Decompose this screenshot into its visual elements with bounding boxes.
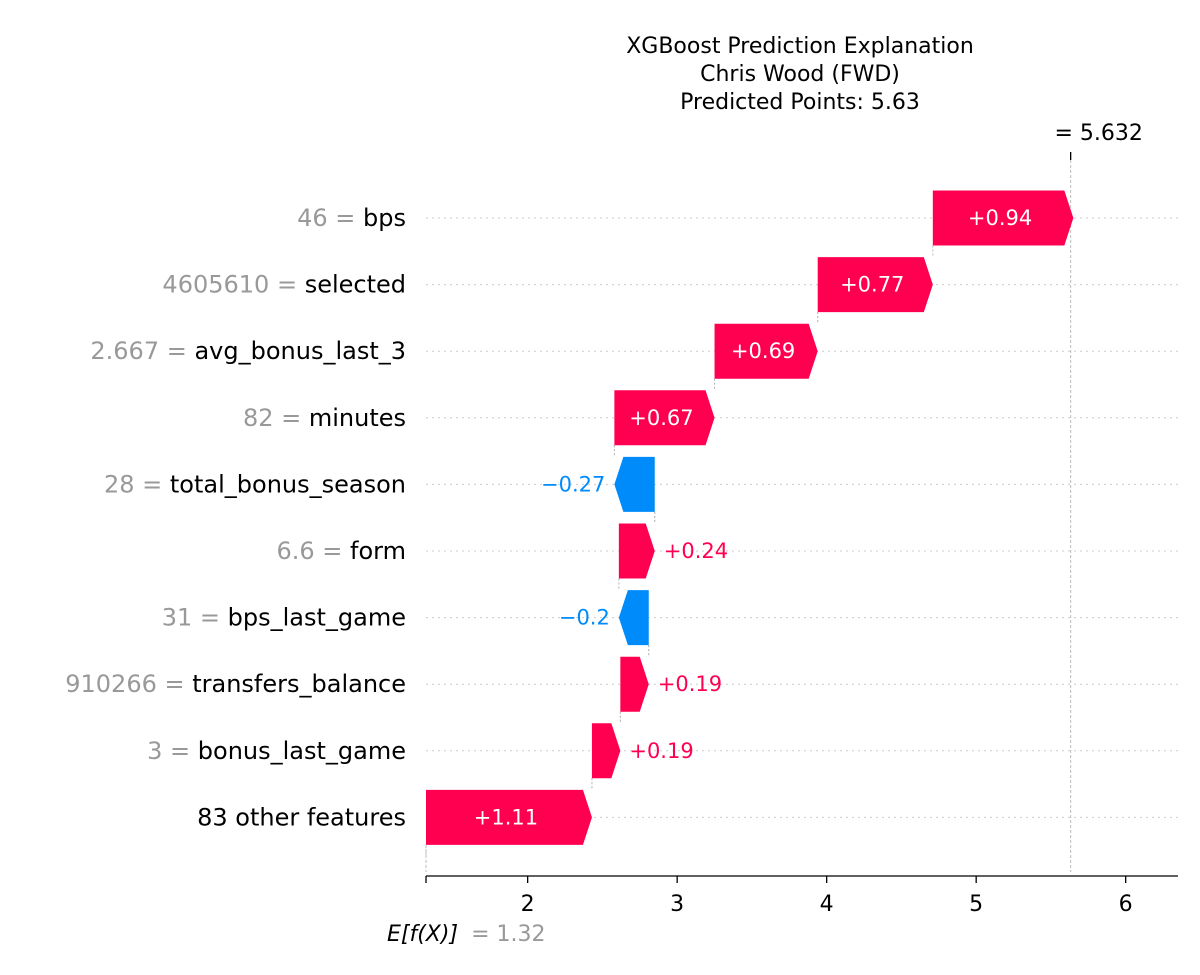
bar-label-8: +0.19 — [658, 672, 722, 696]
feature-name: selected — [305, 271, 406, 299]
bar-label-1: +0.94 — [968, 206, 1032, 230]
title-line-1: XGBoost Prediction Explanation — [626, 34, 974, 59]
feature-label-4: 82 = minutes — [243, 404, 406, 432]
bar-9 — [591, 723, 621, 779]
bar-label-6: +0.24 — [664, 539, 728, 563]
bar-label-2: +0.77 — [840, 273, 904, 297]
feature-label-2: 4605610 = selected — [162, 271, 406, 299]
feature-label-10: 83 other features — [197, 803, 406, 831]
feature-value: 46 = — [297, 204, 363, 232]
feature-label-1: 46 = bps — [297, 204, 406, 232]
bar-4 — [614, 390, 715, 446]
feature-name: bps — [363, 204, 406, 232]
bar-5 — [614, 456, 655, 512]
base-value: = 1.32 — [471, 922, 545, 947]
feature-value: 82 = — [243, 404, 309, 432]
feature-value: 3 = — [147, 737, 198, 765]
feature-value: 31 = — [162, 604, 228, 632]
feature-label-3: 2.667 = avg_bonus_last_3 — [90, 337, 406, 365]
prediction-label: = 5.632 — [1054, 121, 1142, 146]
feature-label-6: 6.6 = form — [276, 537, 406, 565]
feature-name: bps_last_game — [228, 604, 406, 632]
x-tick-label: 4 — [820, 892, 834, 917]
x-tick-label: 2 — [521, 892, 535, 917]
feature-value: 4605610 = — [162, 271, 304, 299]
feature-label-7: 31 = bps_last_game — [162, 604, 406, 632]
bar-3 — [714, 323, 818, 379]
bar-7 — [618, 590, 649, 646]
feature-name: avg_bonus_last_3 — [194, 337, 406, 365]
bar-2 — [817, 257, 933, 313]
base-symbol: E[f(X)] — [387, 922, 458, 947]
feature-value: 2.667 = — [90, 337, 194, 365]
chart-title: XGBoost Prediction Explanation Chris Woo… — [626, 34, 974, 115]
bar-label-10: +1.11 — [474, 805, 538, 829]
connector-lines — [425, 155, 1072, 872]
feature-name: transfers_balance — [192, 670, 406, 698]
x-tick-label: 5 — [969, 892, 983, 917]
feature-name: minutes — [309, 404, 406, 432]
feature-labels: 46 = bps 4605610 = selected 2.667 = avg_bo… — [65, 204, 406, 831]
feature-name: form — [350, 537, 406, 565]
row-gridlines — [426, 217, 1178, 818]
feature-name: total_bonus_season — [170, 470, 406, 498]
bars: +0.94 +0.77 +0.69 +0.67 −0.27 +0.24 −0.2 +0.19 +… — [426, 190, 1074, 845]
feature-value: 28 = — [104, 470, 170, 498]
title-line-2: Chris Wood (FWD) — [700, 62, 900, 87]
feature-label-8: 910266 = transfers_balance — [65, 670, 406, 698]
feature-value: 6.6 = — [276, 537, 350, 565]
feature-label-5: 28 = total_bonus_season — [104, 470, 406, 498]
bar-label-5: −0.27 — [541, 472, 605, 496]
bar-8 — [620, 656, 649, 712]
bar-label-7: −0.2 — [559, 606, 610, 630]
annotations: = 5.632 E[f(X)] = 1.32 — [387, 121, 1143, 947]
base-value-label: E[f(X)] = 1.32 — [387, 922, 545, 947]
x-axis: 2 3 4 5 6 — [425, 152, 1178, 917]
x-tick-label: 3 — [670, 892, 684, 917]
feature-name: bonus_last_game — [198, 737, 406, 765]
title-line-3: Predicted Points: 5.63 — [680, 90, 920, 115]
bar-label-3: +0.69 — [731, 339, 795, 363]
bar-1 — [932, 190, 1074, 246]
bar-label-4: +0.67 — [629, 406, 693, 430]
bar-10 — [426, 789, 592, 845]
feature-name: 83 other features — [197, 803, 406, 831]
feature-value: 910266 = — [65, 670, 192, 698]
bar-label-9: +0.19 — [629, 739, 693, 763]
bar-6 — [618, 523, 655, 579]
x-tick-label: 6 — [1119, 892, 1133, 917]
feature-label-9: 3 = bonus_last_game — [147, 737, 406, 765]
